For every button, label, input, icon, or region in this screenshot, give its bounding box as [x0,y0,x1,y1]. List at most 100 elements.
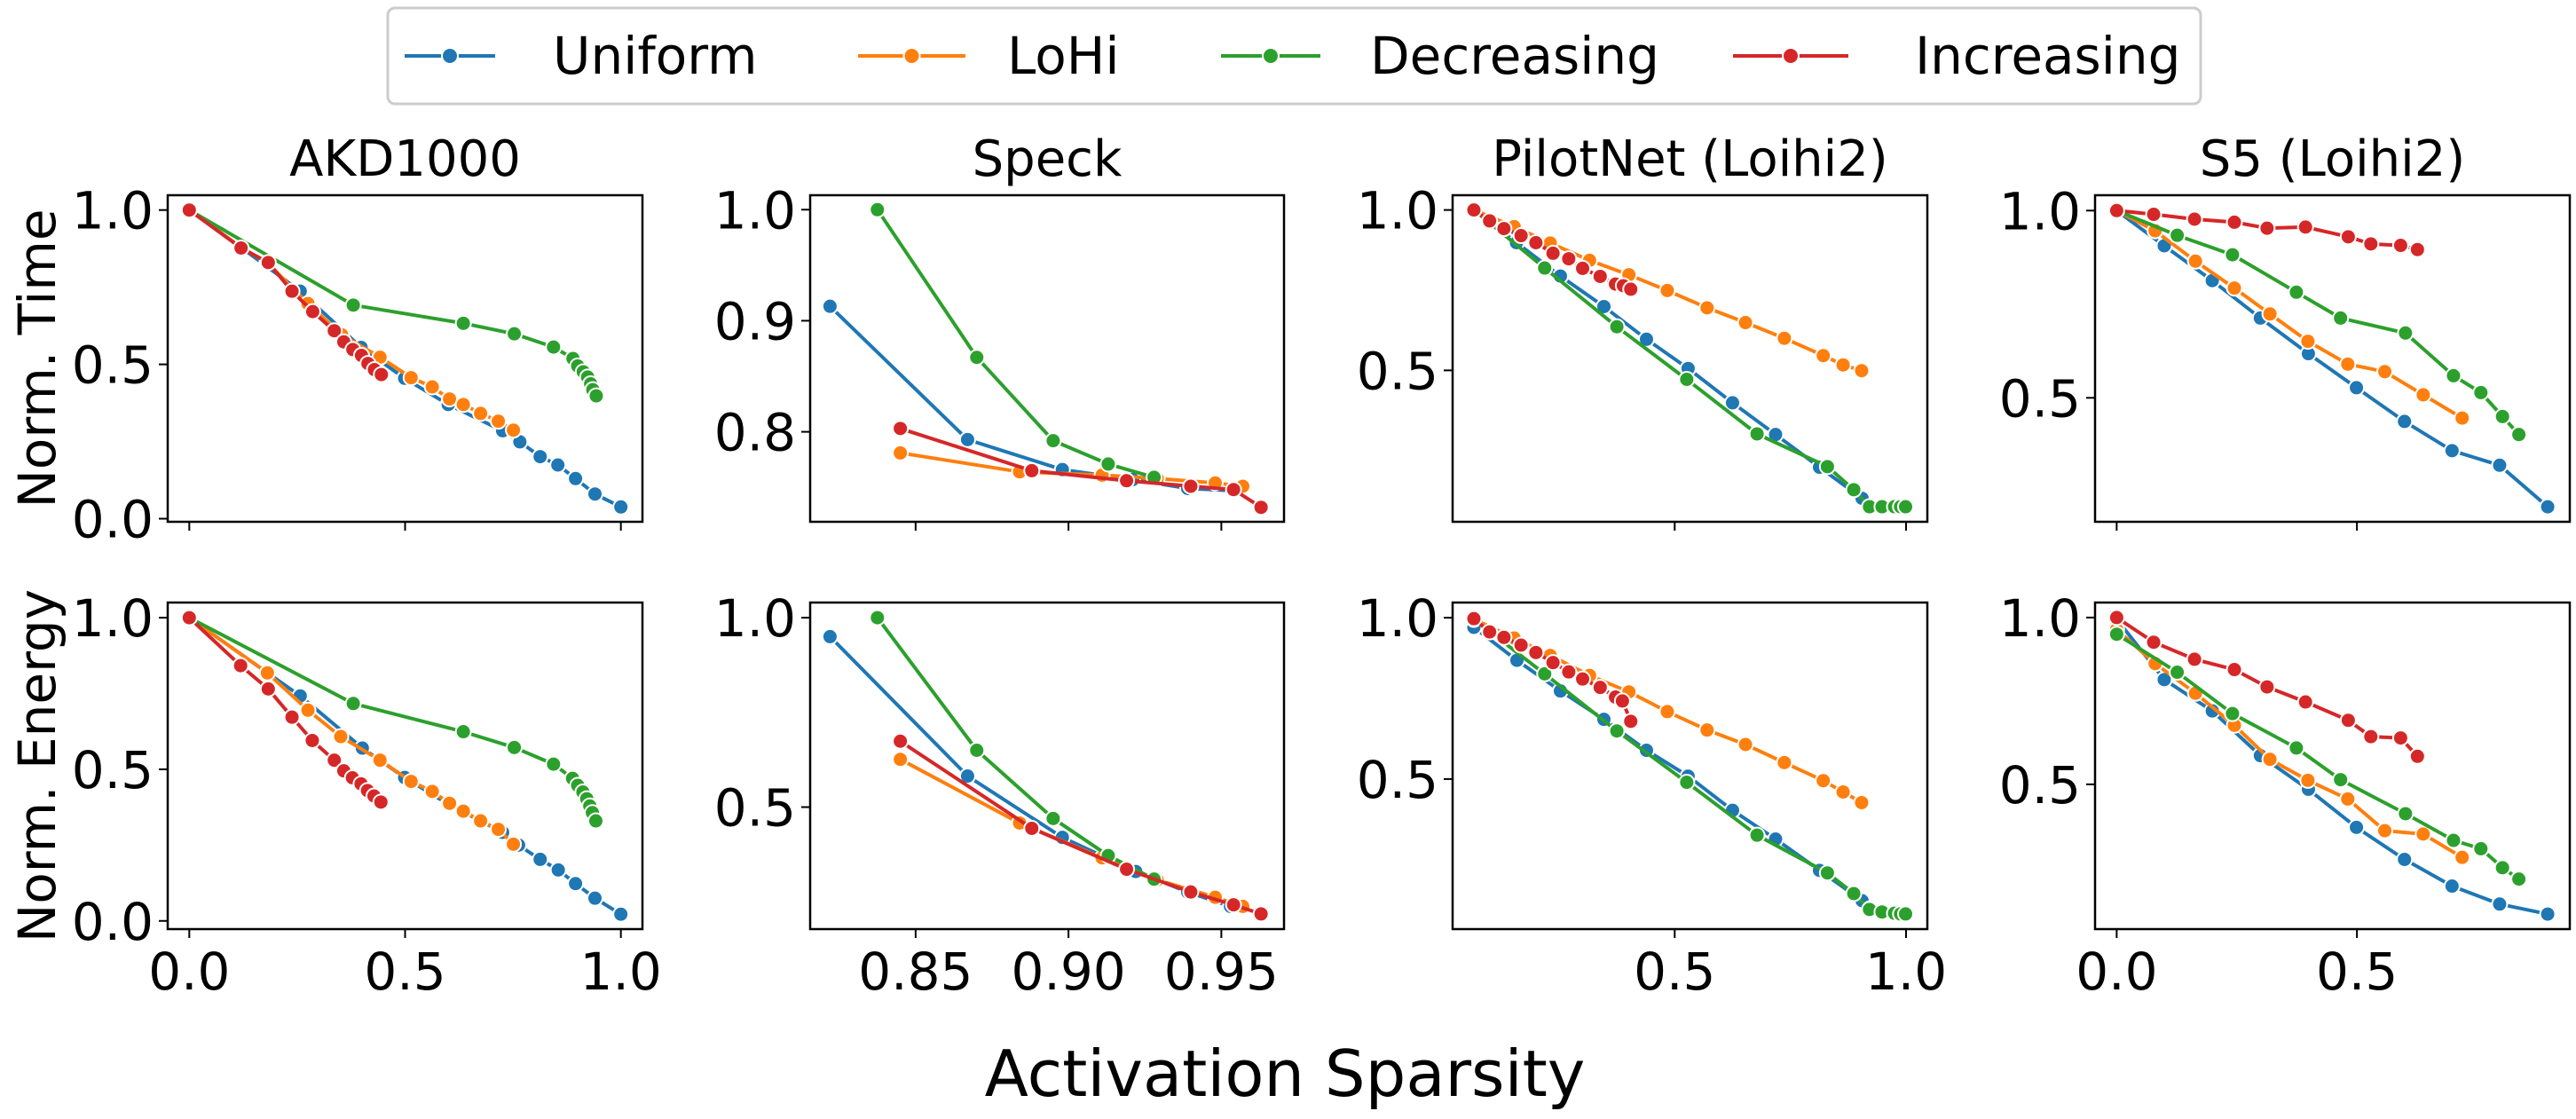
data-point [303,303,321,320]
data-point [1658,703,1676,721]
data-point [1613,692,1631,710]
y-tick-label: 0.5 [72,335,154,396]
data-point [1527,643,1545,661]
data-point [1544,244,1562,262]
data-point [869,609,886,626]
data-point [2258,219,2276,237]
data-point [1252,905,1270,923]
subplot-energy-2: 0.85 0.90 0.95 0.5 1.0 [714,588,1286,1002]
data-point [1591,679,1609,697]
y-tick-label: 0.5 [714,778,796,839]
data-point [1544,654,1562,672]
data-point [2408,747,2426,765]
legend-marker [1262,47,1280,65]
data-point [2348,818,2366,836]
legend-marker [902,47,921,65]
data-point [2107,626,2125,643]
series-line [2115,616,2419,758]
data-point [259,680,277,697]
data-point [1776,753,1793,771]
series-uniform [2107,201,2556,516]
data-point [587,387,605,405]
data-point [232,239,250,256]
series-uniform [2107,611,2556,923]
series-line [899,426,1263,509]
data-point [1182,477,1200,495]
series-uniform [1465,619,1879,918]
data-point [2539,905,2556,923]
data-point [472,405,490,422]
axes-frame [808,601,1286,931]
data-point [2203,702,2221,720]
data-point [332,728,350,745]
axes-frame [166,601,644,931]
data-point [1896,905,1914,923]
data-point [1118,861,1136,879]
data-point [2225,213,2243,231]
data-point [490,413,508,430]
subplot-time-4: S5 (Loihi2) 0.5 1.0 [1999,130,2572,531]
subplot-title: AKD1000 [289,130,521,188]
data-point [1737,314,1754,332]
data-point [259,254,277,272]
data-point [2376,822,2394,839]
data-point [587,812,604,830]
data-point [1044,809,1062,827]
data-point [344,296,362,314]
data-point [968,349,986,366]
y-tick-label: 0.8 [714,403,796,463]
data-point [2362,235,2380,253]
data-point [1252,499,1270,516]
data-point [454,802,472,820]
data-point [2472,839,2490,857]
data-point [587,485,603,503]
legend-label: Increasing [1915,26,2180,86]
series-increasing [1465,201,1640,298]
data-point [1044,432,1062,450]
legend-entry-increasing: Increasing [1733,26,2180,86]
data-point [1225,896,1242,914]
data-point [454,396,472,414]
data-point [892,751,910,768]
data-point [549,861,567,879]
axes-frame [2093,601,2572,931]
data-point [587,889,603,907]
data-point [2376,363,2394,381]
data-point [2339,228,2357,246]
data-point [958,430,976,448]
series-line [2116,209,2418,252]
series-line [1472,618,1906,916]
data-point [283,282,301,300]
axes-frame [808,193,1286,524]
y-tick-label: 1.0 [1357,588,1438,649]
y-tick-label: 1.0 [714,180,796,240]
data-point [2491,895,2509,913]
x-tick-label: 0.85 [858,942,973,1002]
y-tick-label: 1.0 [1999,588,2081,649]
data-point [2258,678,2276,696]
data-point [180,201,198,219]
data-point [1608,722,1626,740]
data-point [1815,772,1832,790]
series-increasing [180,609,390,811]
data-point [2362,728,2380,745]
data-point [1818,864,1836,882]
y-tick-label: 0.0 [72,490,154,550]
legend-label: LoHi [1007,26,1120,86]
data-point [2396,850,2414,868]
data-point [2225,661,2243,679]
series-lohi [2107,201,2471,427]
data-point [2296,693,2314,711]
x-tick-label: 0.90 [1012,942,1126,1002]
data-point [2288,739,2305,757]
series-increasing [892,420,1270,516]
series-line [1472,626,1871,910]
data-point [2397,324,2415,342]
data-point [892,420,910,437]
data-point [258,664,276,682]
data-point [532,850,549,868]
series-lohi [1465,201,1871,380]
data-point [1536,665,1554,682]
